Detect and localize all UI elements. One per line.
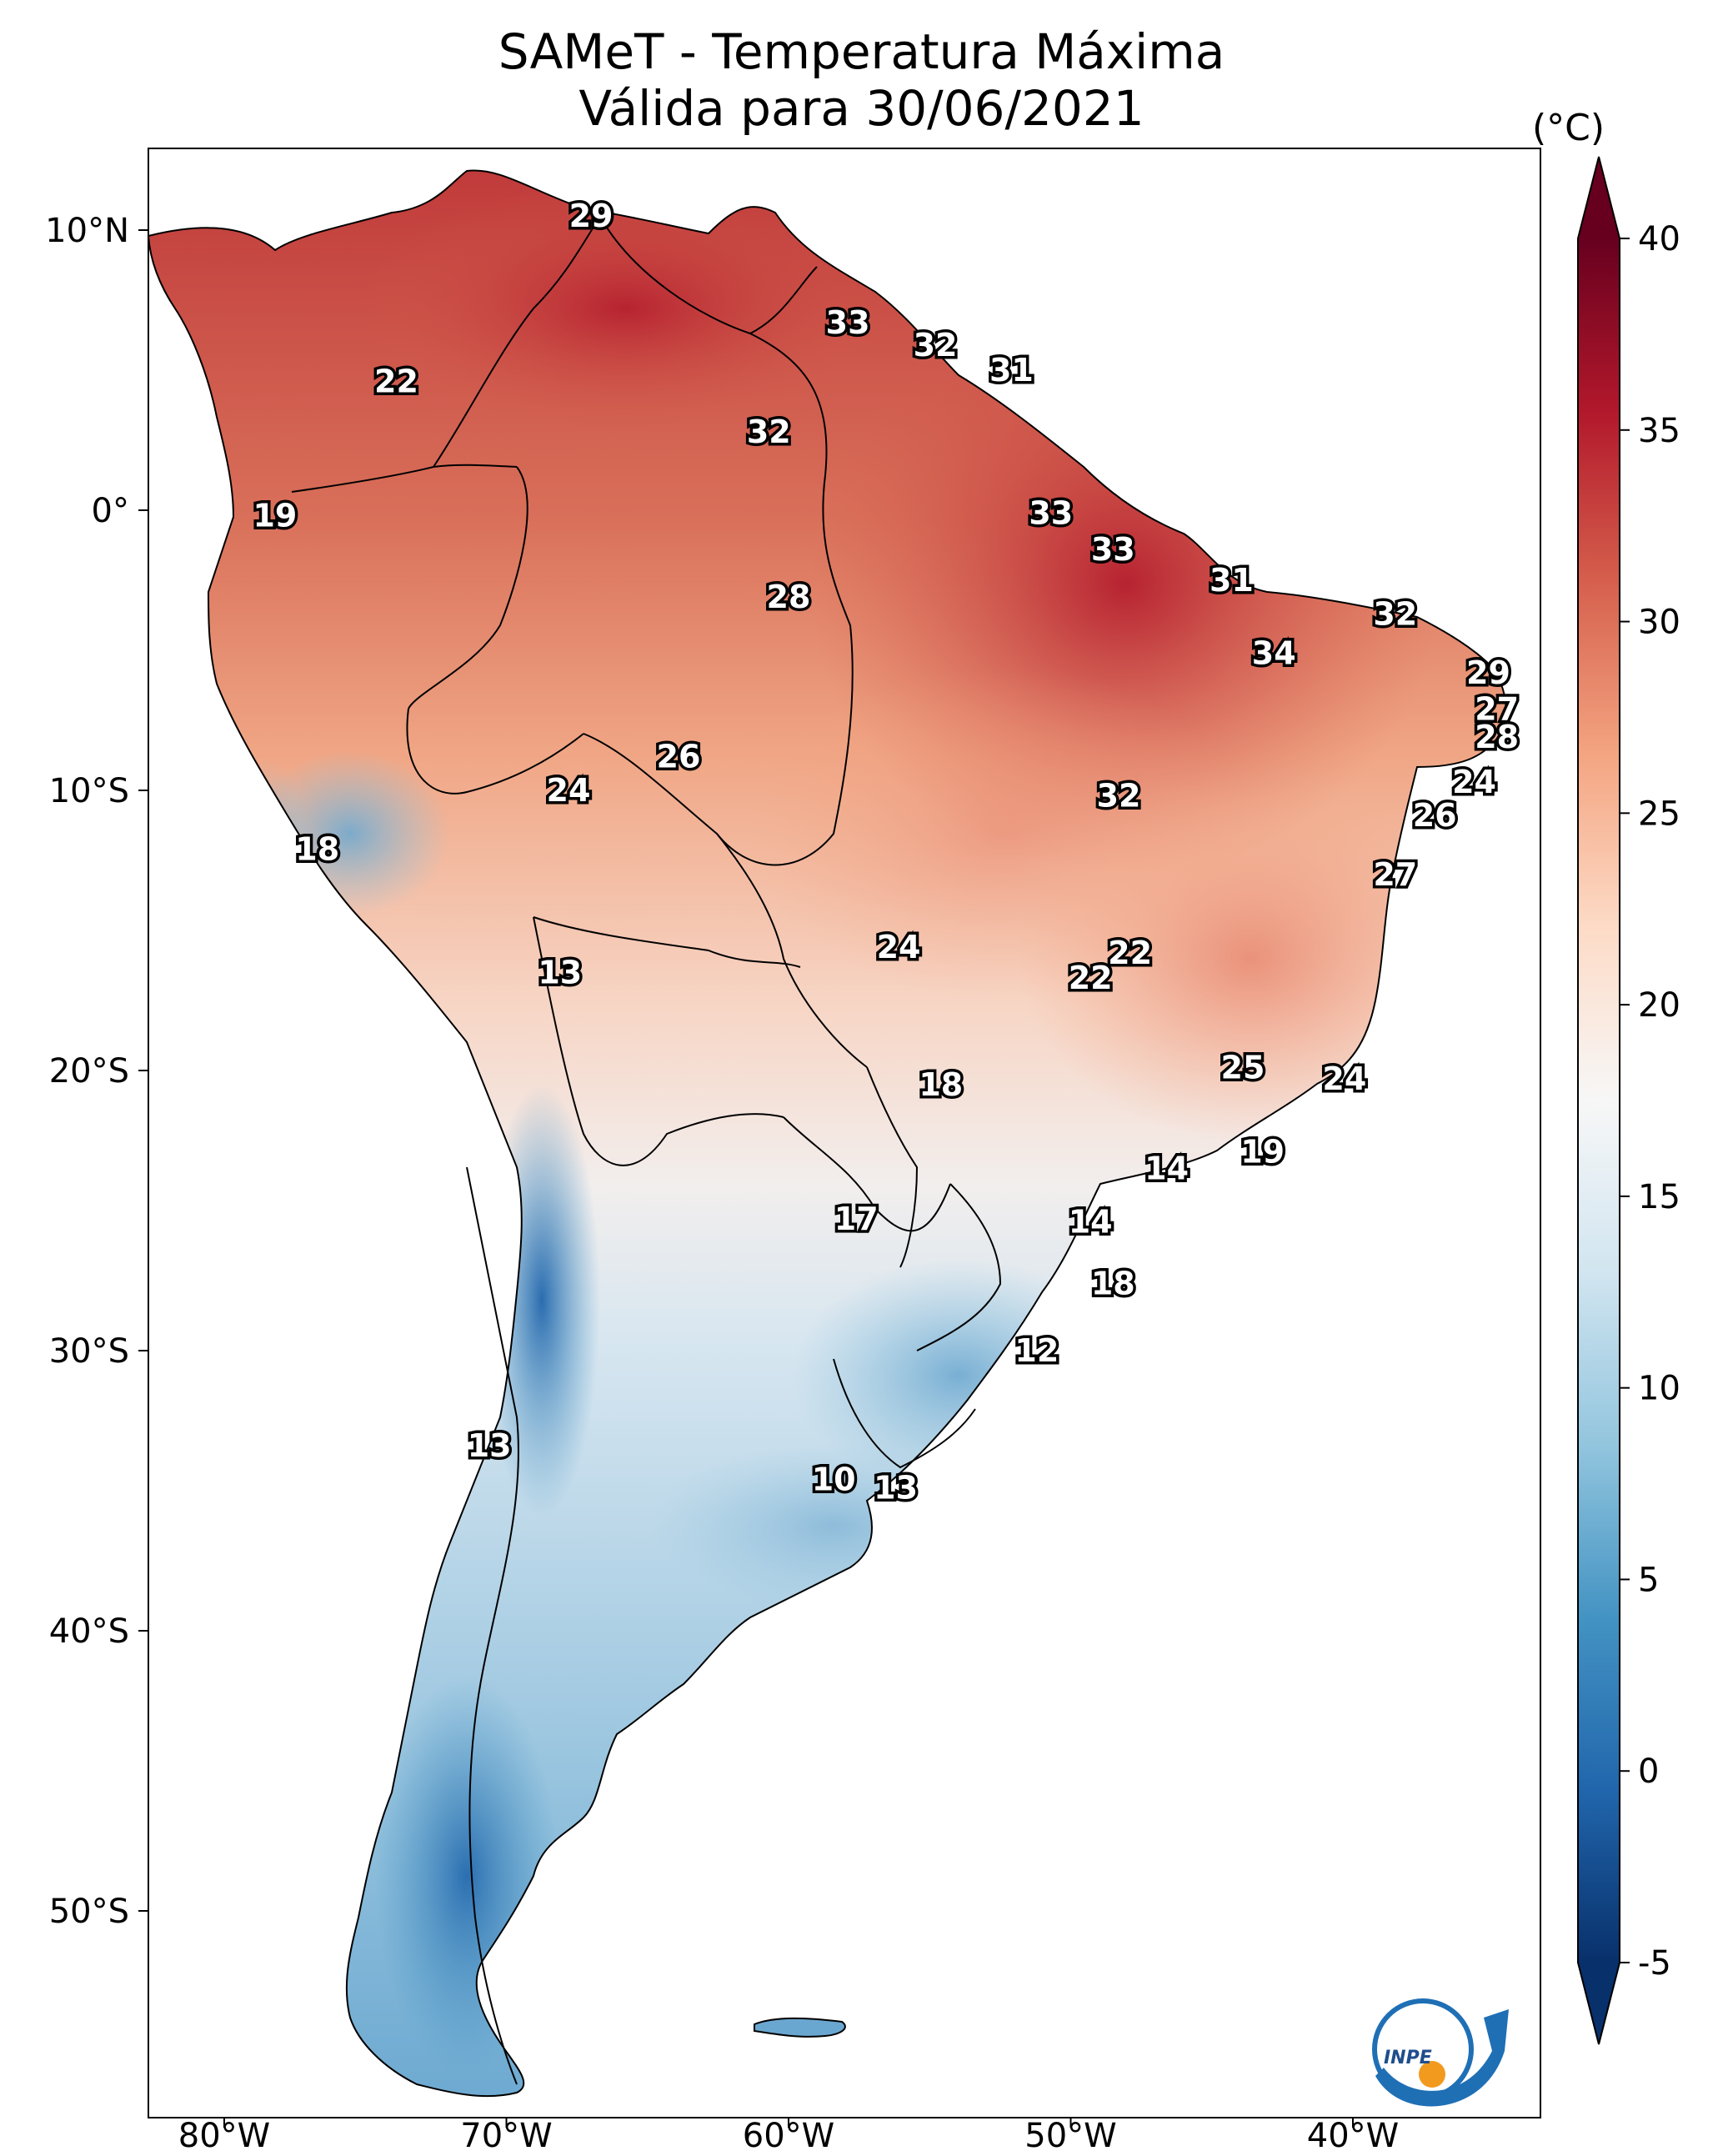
- station-temperature-label: 17: [834, 1201, 879, 1237]
- colorbar-tick-label: 35: [1638, 412, 1680, 450]
- station-temperature-label: 19: [253, 498, 297, 534]
- station-temperature-label: 34: [1252, 634, 1296, 671]
- lon-tick-label: 80°W: [178, 2117, 270, 2155]
- colorbar-tick-label: 40: [1638, 220, 1680, 258]
- station-temperature-label: 27: [1373, 856, 1417, 893]
- station-temperature-label: 24: [877, 929, 921, 965]
- colorbar-unit-label: (°C): [1532, 107, 1605, 149]
- station-temperature-label: 33: [1091, 531, 1135, 568]
- lat-tick-label: 30°S: [49, 1332, 129, 1371]
- colorbar-tick-label: 25: [1638, 795, 1680, 833]
- station-temperature-label: 32: [1097, 778, 1141, 815]
- country-borders: [291, 216, 1002, 2085]
- station-temperature-label: 12: [1014, 1332, 1059, 1369]
- map-title: SAMeT - Temperatura Máxima: [498, 23, 1225, 80]
- lon-tick-label: 50°W: [1024, 2117, 1116, 2155]
- lat-tick-label: 20°S: [49, 1052, 129, 1091]
- colorbar-tick-label: 0: [1638, 1752, 1659, 1791]
- longitude-axis: 80°W 70°W 60°W 50°W 40°W: [178, 2117, 1399, 2155]
- lat-tick-label: 10°S: [49, 772, 129, 810]
- colorbar-body: [1578, 238, 1620, 1963]
- colorbar-min-arrow: [1578, 1963, 1620, 2044]
- continent-coastline: [147, 169, 1507, 2098]
- colorbar-tick-label: 15: [1638, 1178, 1680, 1216]
- station-temperature-label: 10: [812, 1462, 856, 1498]
- station-temperature-label: 24: [547, 772, 591, 809]
- colorbar-max-arrow: [1578, 157, 1620, 238]
- station-temperature-label: 18: [919, 1066, 963, 1103]
- station-temperature-label: 13: [468, 1427, 512, 1464]
- map-subtitle: Válida para 30/06/2021: [579, 80, 1144, 137]
- station-temperature-label: 22: [1108, 935, 1152, 971]
- station-temperature-label: 24: [1452, 764, 1496, 800]
- colorbar: -5 0 5 10 15 20 25 30 35 40: [1577, 156, 1680, 2045]
- colorbar-ticks: -5 0 5 10 15 20 25 30 35 40: [1620, 220, 1680, 1983]
- colorbar-tick-label: 10: [1638, 1370, 1680, 1408]
- station-temperature-label: 26: [657, 739, 701, 775]
- station-temperature-label: 31: [989, 352, 1034, 389]
- station-temperature-label: 29: [569, 198, 614, 234]
- colorbar-tick-label: 30: [1638, 604, 1680, 642]
- station-temperature-label: 18: [295, 831, 339, 868]
- station-temperature-label: 33: [826, 304, 870, 341]
- station-temperature-label: 32: [914, 327, 958, 364]
- station-temperature-label: 24: [1322, 1060, 1366, 1097]
- logo-swoosh: [1375, 2009, 1509, 2107]
- station-temperature-label: 28: [767, 579, 811, 615]
- latitude-axis: 10°N 0° 10°S 20°S 30°S 40°S 50°S: [45, 212, 148, 1931]
- station-temperature-label: 32: [747, 414, 791, 450]
- colorbar-tick-label: 20: [1638, 986, 1680, 1025]
- station-temperature-label: 19: [1240, 1133, 1285, 1170]
- station-temperature-label: 27: [1475, 691, 1519, 728]
- colorbar-tick-label: -5: [1638, 1944, 1671, 1983]
- station-temperature-label: 28: [1475, 719, 1519, 755]
- lat-tick-label: 40°S: [49, 1612, 129, 1651]
- logo-sun: [1419, 2061, 1445, 2088]
- lat-tick-label: 10°N: [45, 212, 129, 250]
- station-temperature-label: 14: [1069, 1203, 1113, 1240]
- station-temperature-label: 33: [1029, 494, 1073, 531]
- station-temperature-label: 22: [374, 363, 418, 399]
- map-frame: [148, 148, 1541, 2118]
- station-temperature-label: 31: [1210, 562, 1254, 599]
- lon-tick-label: 60°W: [743, 2117, 834, 2155]
- station-temperature-label: 25: [1221, 1050, 1265, 1086]
- station-temperature-label: 22: [1069, 960, 1113, 996]
- station-temperature-label: 14: [1144, 1151, 1189, 1187]
- station-temperature-label: 18: [1091, 1265, 1135, 1301]
- station-temperature-label: 13: [874, 1470, 918, 1507]
- colorbar-tick-label: 5: [1638, 1561, 1659, 1599]
- station-temperature-label: 13: [538, 954, 582, 990]
- station-temperature-label: 29: [1466, 654, 1510, 691]
- station-temperature-label: 32: [1373, 595, 1417, 632]
- station-temperature-label: 26: [1413, 797, 1457, 834]
- lon-tick-label: 40°W: [1307, 2117, 1399, 2155]
- inpe-logo: INPE: [1372, 1998, 1509, 2107]
- logo-text: INPE: [1384, 2048, 1432, 2068]
- lat-tick-label: 0°: [92, 492, 129, 530]
- falkland-islands: [754, 2017, 846, 2038]
- lat-tick-label: 50°S: [49, 1893, 129, 1931]
- lon-tick-label: 70°W: [460, 2117, 552, 2155]
